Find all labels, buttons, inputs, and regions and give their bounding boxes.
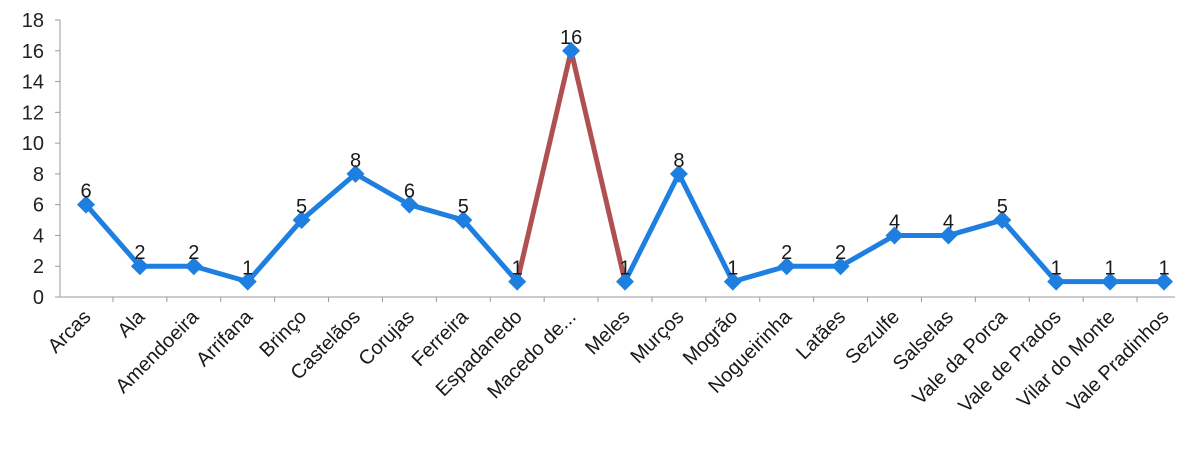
y-axis-ticks: 0 2 4 6 8 10 12 14 16 18	[22, 10, 60, 309]
line-segment	[299, 171, 358, 223]
y-tick-label: 14	[22, 72, 44, 94]
data-point-marker	[346, 164, 365, 183]
line-segment	[838, 232, 897, 269]
line-segment	[999, 217, 1059, 285]
line-segment-highlight	[514, 48, 574, 285]
x-category-label: Arcas	[44, 306, 96, 358]
x-category-label: Corujas	[355, 306, 419, 370]
y-tick-label: 0	[33, 287, 44, 309]
y-tick-label: 4	[33, 225, 44, 247]
y-tick-label: 6	[33, 195, 44, 217]
line-segment	[353, 171, 412, 208]
data-point-marker	[669, 164, 688, 183]
series-markers	[77, 41, 1173, 291]
data-point-marker	[508, 272, 527, 291]
data-label: 8	[673, 150, 684, 172]
data-point-marker	[993, 211, 1012, 230]
data-point-marker	[238, 272, 257, 291]
data-point-marker	[1101, 272, 1120, 291]
data-label: 1	[512, 258, 523, 280]
y-tick-label: 18	[22, 10, 44, 32]
line-segment	[245, 217, 305, 285]
y-tick-label: 2	[33, 256, 44, 278]
data-point-marker	[616, 272, 634, 291]
data-point-marker	[77, 195, 95, 214]
data-label: 6	[80, 181, 91, 203]
data-label: 5	[458, 196, 469, 218]
line-segment	[676, 171, 736, 285]
y-tick-label: 8	[33, 164, 44, 186]
data-label: 1	[1051, 258, 1062, 280]
y-tick-label: 12	[22, 102, 44, 124]
line-segment-highlight	[568, 48, 628, 285]
x-category-label: Murços	[627, 306, 689, 368]
data-point-marker	[777, 257, 796, 276]
data-point-marker	[292, 211, 311, 230]
data-point-marker	[454, 211, 473, 230]
line-segment	[406, 202, 466, 223]
x-category-label: Latães	[792, 306, 850, 364]
line-segment	[191, 263, 251, 285]
data-point-marker	[939, 226, 958, 245]
data-label: 1	[1158, 258, 1169, 280]
x-category-label: Arrifana	[192, 305, 258, 371]
x-category-label: Ala	[113, 305, 150, 342]
line-segment	[83, 202, 143, 269]
data-point-marker	[400, 195, 419, 214]
line-segment	[945, 217, 1005, 238]
data-label: 4	[943, 211, 954, 233]
line-segment	[730, 263, 790, 285]
data-label: 6	[404, 181, 415, 203]
data-point-marker	[562, 41, 581, 60]
data-label: 1	[619, 258, 630, 280]
line-segment	[460, 217, 520, 285]
series-line	[83, 48, 1167, 285]
data-label: 5	[997, 196, 1008, 218]
data-point-marker	[885, 226, 904, 245]
data-label: 1	[242, 258, 253, 280]
data-point-marker	[130, 257, 149, 276]
data-label: 1	[727, 258, 738, 280]
y-tick-label: 10	[22, 133, 44, 155]
data-label: 5	[296, 196, 307, 218]
data-point-marker	[831, 257, 850, 276]
line-segment	[622, 171, 682, 285]
data-label: 1	[1105, 258, 1116, 280]
data-label: 4	[889, 211, 900, 233]
data-label: 2	[134, 242, 145, 264]
x-axis-ticks: Arcas AlaAmendoeiraArrifanaBrinçoCastelão…	[44, 297, 1174, 417]
data-point-marker	[1155, 272, 1173, 291]
data-label: 2	[835, 242, 846, 264]
data-label: 2	[188, 242, 199, 264]
data-label: 16	[560, 27, 582, 49]
data-labels: 6 2 2 1 5 8 6 5 1 16 1 8 1 2 2 4 4 5 1 1 1	[80, 27, 1169, 280]
data-label: 2	[781, 242, 792, 264]
data-label: 8	[350, 150, 361, 172]
axes	[59, 20, 1175, 298]
data-point-marker	[723, 272, 742, 291]
y-tick-label: 16	[22, 41, 44, 63]
data-point-marker	[184, 257, 203, 276]
data-point-marker	[1047, 272, 1066, 291]
x-category-label: Vale da Porca	[908, 305, 1012, 409]
